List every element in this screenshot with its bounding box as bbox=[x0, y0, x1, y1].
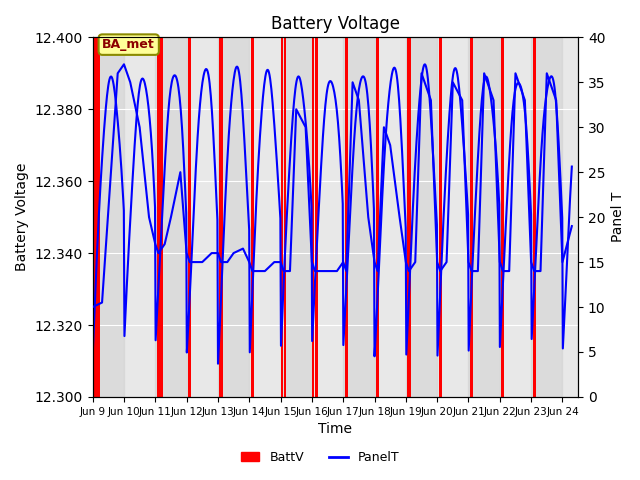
Bar bbox=[532, 37, 536, 397]
Bar bbox=[468, 37, 500, 397]
Text: BA_met: BA_met bbox=[102, 38, 155, 51]
Legend: BattV, PanelT: BattV, PanelT bbox=[236, 446, 404, 469]
Bar bbox=[376, 37, 380, 397]
Y-axis label: Panel T: Panel T bbox=[611, 192, 625, 242]
Bar bbox=[188, 37, 191, 397]
Bar bbox=[280, 37, 312, 397]
Bar bbox=[93, 37, 124, 397]
Title: Battery Voltage: Battery Voltage bbox=[271, 15, 400, 33]
Bar bbox=[315, 37, 317, 397]
X-axis label: Time: Time bbox=[318, 422, 353, 436]
Bar bbox=[408, 37, 410, 397]
Bar bbox=[406, 37, 437, 397]
Bar bbox=[501, 37, 504, 397]
Bar bbox=[220, 37, 223, 397]
Bar bbox=[251, 37, 254, 397]
Bar bbox=[218, 37, 249, 397]
Bar bbox=[439, 37, 442, 397]
Bar bbox=[280, 37, 283, 397]
Bar bbox=[284, 37, 286, 397]
Bar bbox=[343, 37, 374, 397]
Bar bbox=[312, 37, 314, 397]
Bar bbox=[470, 37, 473, 397]
Bar bbox=[531, 37, 563, 397]
Bar bbox=[156, 37, 187, 397]
Y-axis label: Battery Voltage: Battery Voltage bbox=[15, 163, 29, 271]
Bar bbox=[157, 37, 163, 397]
Bar bbox=[345, 37, 348, 397]
Bar bbox=[94, 37, 100, 397]
